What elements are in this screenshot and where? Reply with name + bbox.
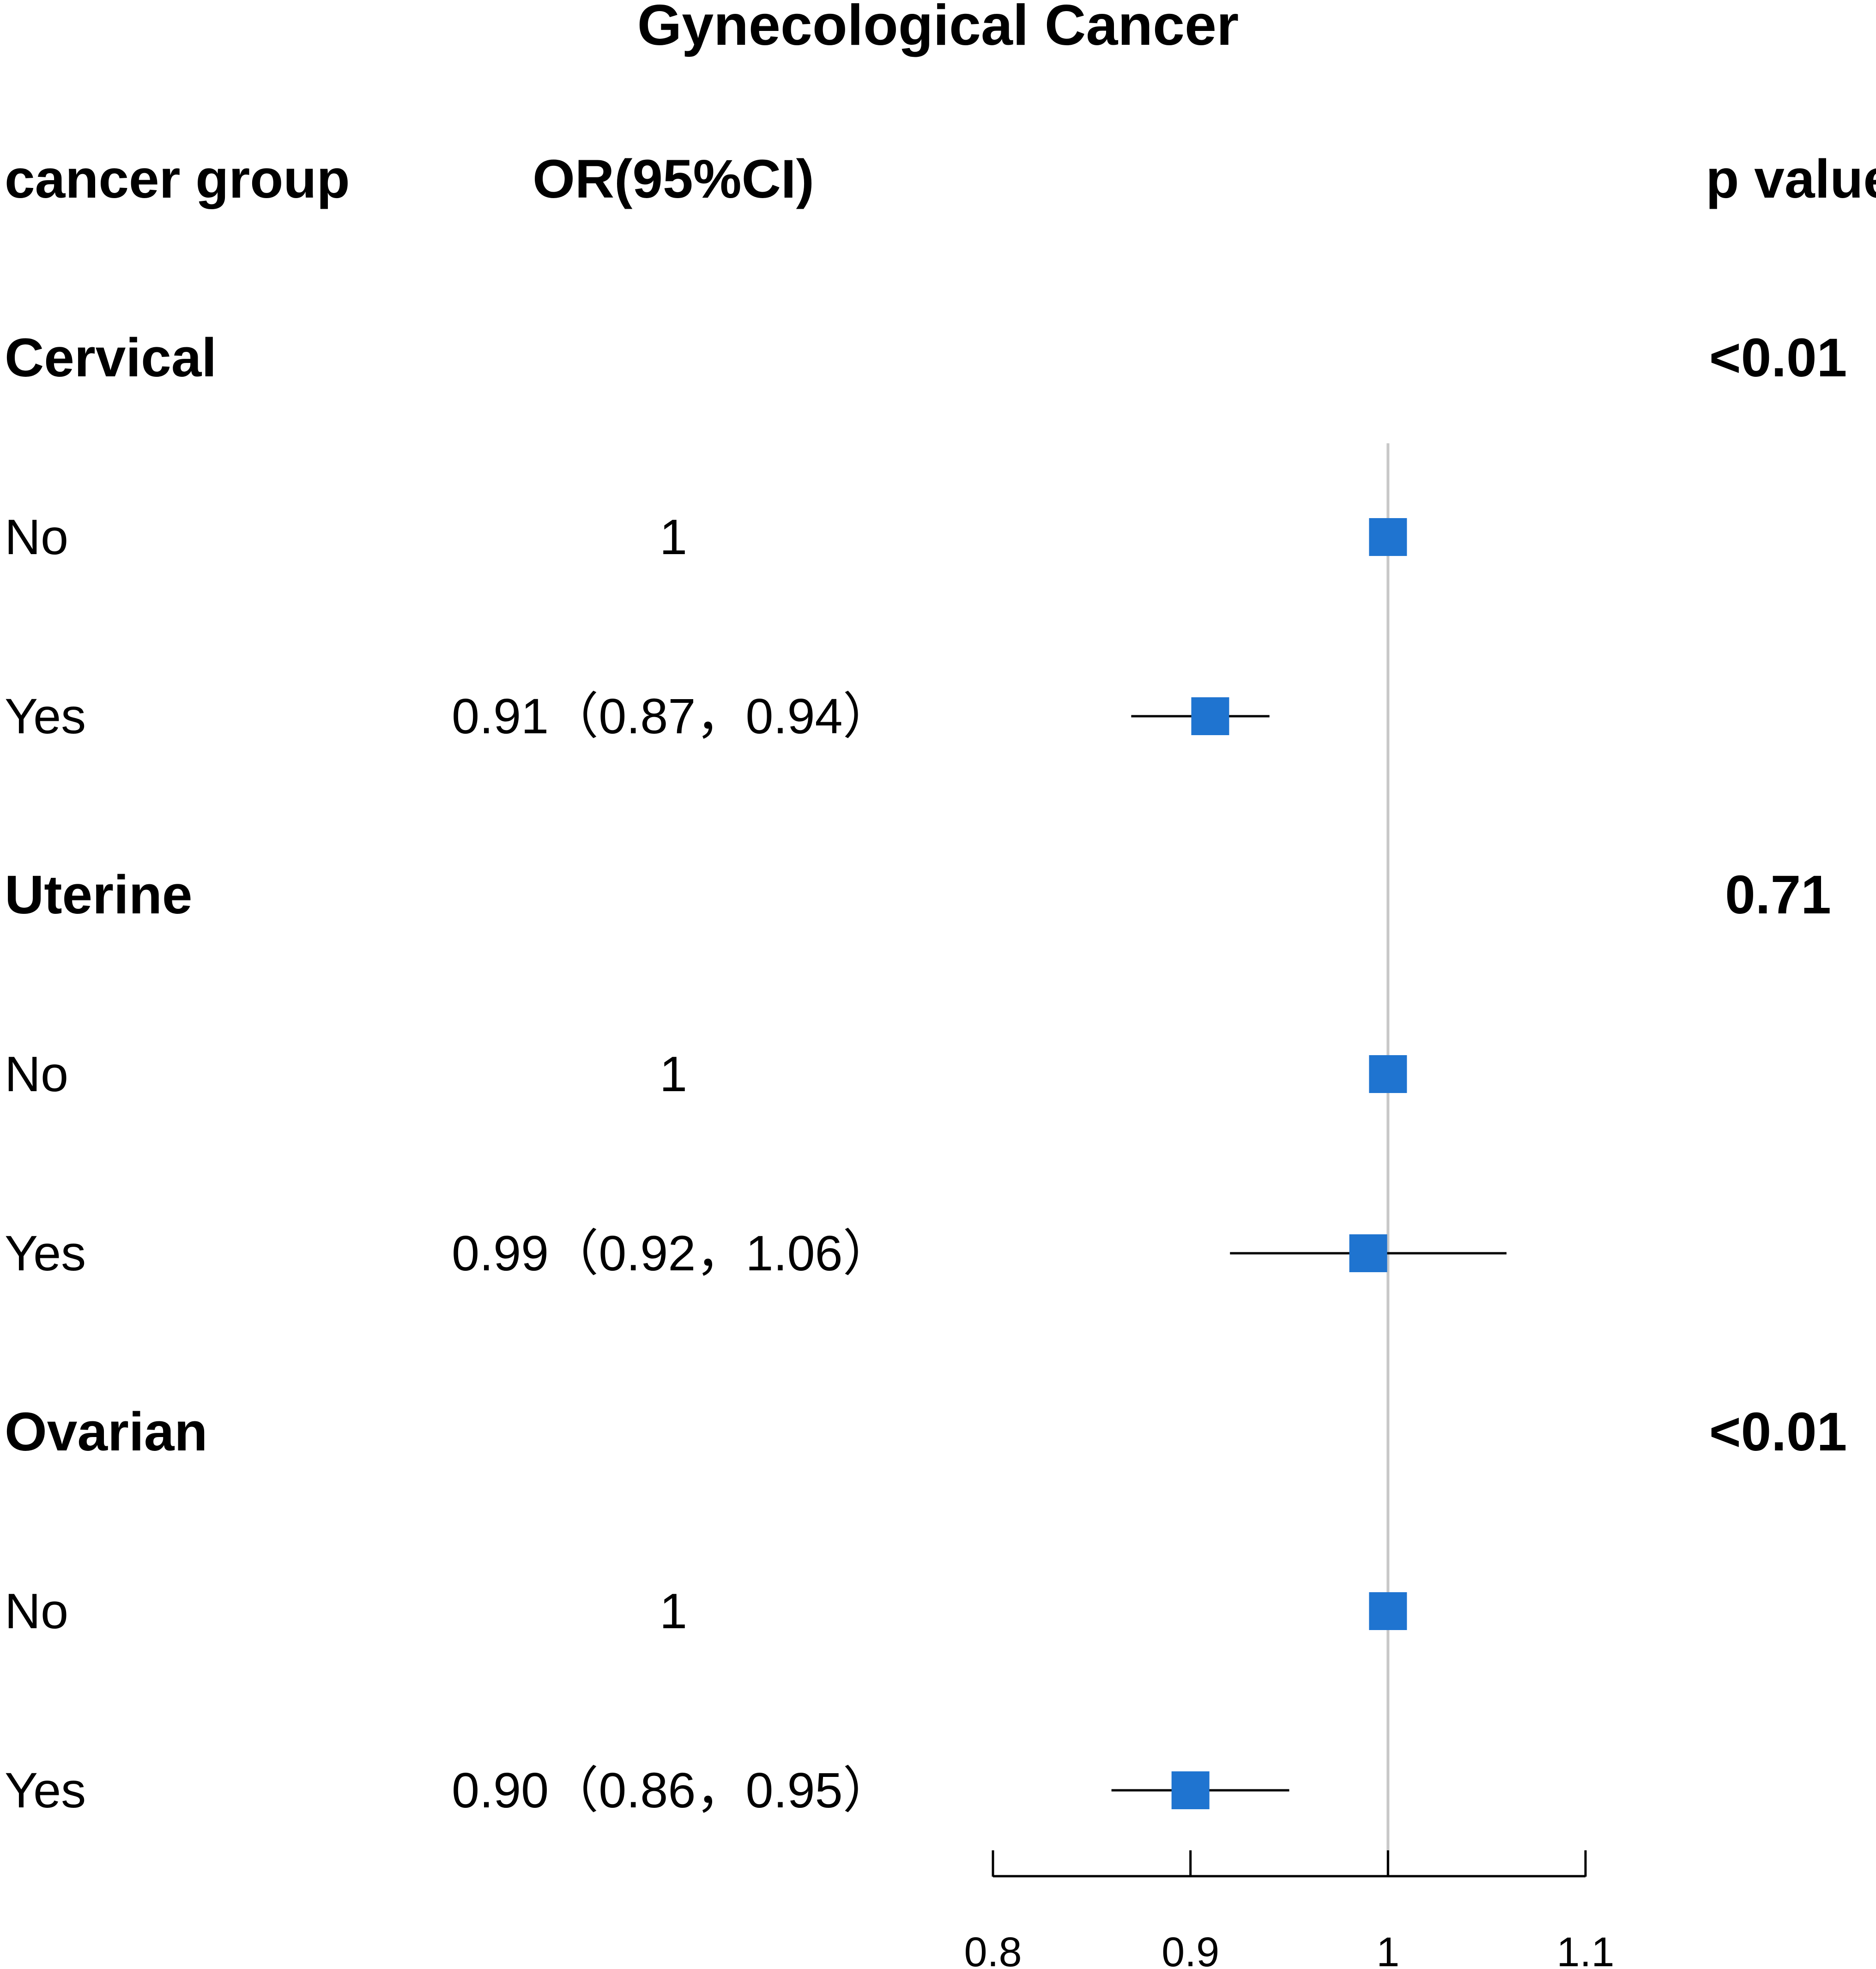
column-header-p-value: p value: [1706, 149, 1876, 210]
p-value-uterine: 0.71: [1725, 864, 1831, 925]
x-tick-label: 1: [1376, 1929, 1399, 1969]
p-value-cervical: <0.01: [1709, 327, 1847, 388]
column-header-group: cancer group: [5, 149, 350, 210]
x-tick-label: 0.9: [1162, 1929, 1219, 1969]
point-estimate-marker: [1369, 1592, 1407, 1630]
point-estimate-marker: [1171, 1771, 1210, 1809]
x-tick-label: 0.8: [964, 1929, 1022, 1969]
row-label-ovarian-yes: Yes: [5, 1762, 86, 1818]
or-text-ovarian-yes: 0.90（0.86，0.95）: [452, 1762, 893, 1818]
or-text-uterine-yes: 0.99（0.92，1.06）: [452, 1225, 893, 1281]
or-text-uterine-no: 1: [659, 1046, 688, 1102]
chart-title: Gynecological Cancer: [637, 0, 1239, 57]
or-text-cervical-yes: 0.91（0.87，0.94）: [452, 688, 893, 744]
point-estimate-marker: [1191, 697, 1229, 735]
row-label-uterine-no: No: [5, 1046, 69, 1102]
p-value-ovarian: <0.01: [1709, 1401, 1847, 1462]
or-text-cervical-no: 1: [659, 509, 688, 565]
row-label-cervical-yes: Yes: [5, 688, 86, 744]
row-label-uterine-yes: Yes: [5, 1225, 86, 1281]
row-label-ovarian-no: No: [5, 1583, 69, 1639]
point-estimate-marker: [1369, 1055, 1407, 1093]
x-tick-label: 1.1: [1556, 1929, 1614, 1969]
row-label-cervical-no: No: [5, 509, 69, 565]
group-label-cervical: Cervical: [5, 327, 217, 388]
point-estimate-marker: [1369, 518, 1407, 556]
group-label-uterine: Uterine: [5, 864, 193, 925]
point-estimate-marker: [1349, 1234, 1387, 1272]
column-header-or: OR(95%CI): [533, 149, 814, 210]
or-text-ovarian-no: 1: [659, 1583, 688, 1639]
group-label-ovarian: Ovarian: [5, 1401, 208, 1462]
